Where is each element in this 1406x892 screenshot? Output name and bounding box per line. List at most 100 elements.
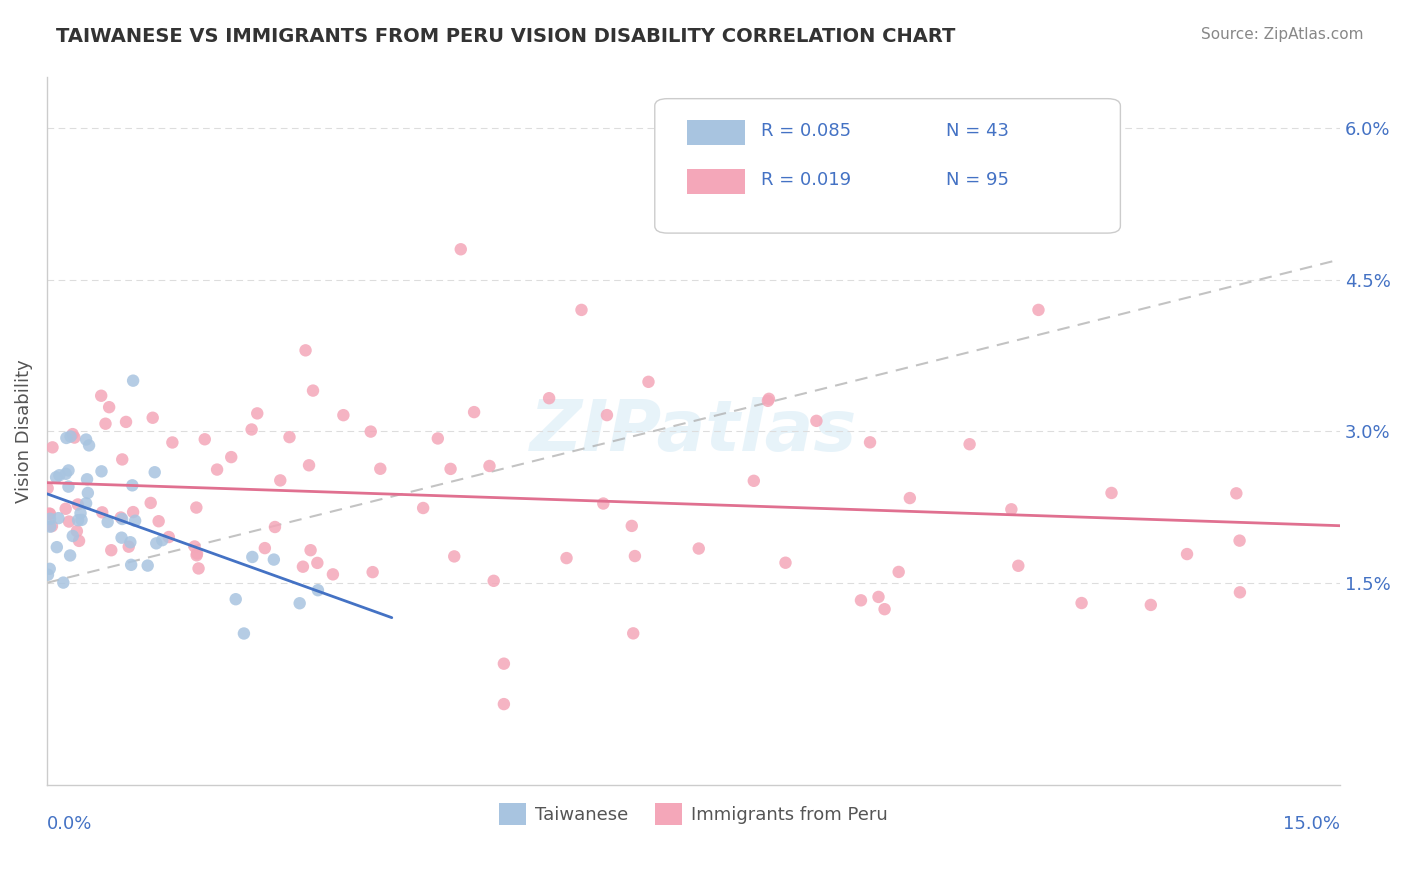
Text: R = 0.019: R = 0.019 [761, 171, 851, 189]
Point [443, 549, 465, 564]
Point [59, 549, 82, 563]
Point [959, 437, 981, 451]
Point [69, 506, 91, 520]
Point [139, 496, 162, 510]
Text: N = 95: N = 95 [946, 171, 1008, 189]
Point [332, 408, 354, 422]
Point [63, 431, 86, 445]
Text: 15.0%: 15.0% [1284, 815, 1340, 833]
Point [183, 540, 205, 554]
Point [263, 552, 285, 566]
Point [58, 480, 80, 494]
Point [39, 512, 62, 526]
Point [136, 558, 159, 573]
Point [94, 417, 117, 431]
Point [299, 543, 322, 558]
Point [887, 565, 910, 579]
Point [187, 561, 209, 575]
Point [873, 602, 896, 616]
Bar [688, 120, 745, 145]
Point [288, 596, 311, 610]
Point [120, 558, 142, 572]
Point [37, 507, 59, 521]
Point [478, 458, 501, 473]
Point [41, 519, 63, 533]
Point [624, 549, 647, 563]
Point [38, 562, 60, 576]
Point [76, 472, 98, 486]
Point [225, 592, 247, 607]
Point [412, 501, 434, 516]
Point [111, 512, 134, 526]
Point [1225, 486, 1247, 500]
Point [1007, 558, 1029, 573]
Point [450, 242, 472, 256]
Point [37, 567, 59, 582]
Point [124, 514, 146, 528]
Point [294, 343, 316, 358]
Point [246, 406, 269, 420]
Point [39, 519, 62, 533]
Point [253, 541, 276, 555]
Point [232, 626, 254, 640]
Point [620, 519, 643, 533]
Bar [688, 169, 745, 194]
Point [278, 430, 301, 444]
Point [621, 626, 644, 640]
Point [1229, 585, 1251, 599]
Text: Source: ZipAtlas.com: Source: ZipAtlas.com [1201, 27, 1364, 42]
Point [742, 474, 765, 488]
Point [67, 513, 90, 527]
Point [205, 462, 228, 476]
Point [426, 432, 449, 446]
Text: TAIWANESE VS IMMIGRANTS FROM PERU VISION DISABILITY CORRELATION CHART: TAIWANESE VS IMMIGRANTS FROM PERU VISION… [56, 27, 956, 45]
Point [1175, 547, 1198, 561]
Point [110, 510, 132, 524]
Point [37, 481, 59, 495]
Point [360, 425, 382, 439]
Point [555, 551, 578, 566]
Point [240, 422, 263, 436]
Point [41, 441, 63, 455]
Point [148, 514, 170, 528]
Point [90, 389, 112, 403]
Point [150, 533, 173, 548]
Point [91, 505, 114, 519]
Point [859, 435, 882, 450]
Point [1140, 598, 1163, 612]
Point [115, 415, 138, 429]
Point [122, 505, 145, 519]
Point [186, 549, 208, 563]
Point [194, 432, 217, 446]
Point [55, 501, 77, 516]
Point [66, 498, 89, 512]
Point [186, 500, 208, 515]
Point [298, 458, 321, 473]
Point [756, 393, 779, 408]
Point [38, 507, 60, 521]
Point [868, 590, 890, 604]
Point [492, 697, 515, 711]
Point [162, 435, 184, 450]
Point [100, 543, 122, 558]
Point [62, 427, 84, 442]
Y-axis label: Vision Disability: Vision Disability [15, 359, 32, 503]
Point [75, 433, 97, 447]
Text: ZIPatlas: ZIPatlas [530, 397, 858, 466]
Point [110, 531, 132, 545]
Point [1101, 486, 1123, 500]
Point [75, 496, 97, 510]
Point [240, 549, 263, 564]
Point [55, 431, 77, 445]
Legend: Taiwanese, Immigrants from Peru: Taiwanese, Immigrants from Peru [492, 796, 896, 832]
Point [121, 478, 143, 492]
Point [143, 465, 166, 479]
Point [482, 574, 505, 588]
Point [307, 583, 329, 598]
Point [52, 575, 75, 590]
Point [322, 567, 344, 582]
Point [463, 405, 485, 419]
Point [596, 408, 619, 422]
Point [1028, 302, 1050, 317]
Point [538, 391, 561, 405]
